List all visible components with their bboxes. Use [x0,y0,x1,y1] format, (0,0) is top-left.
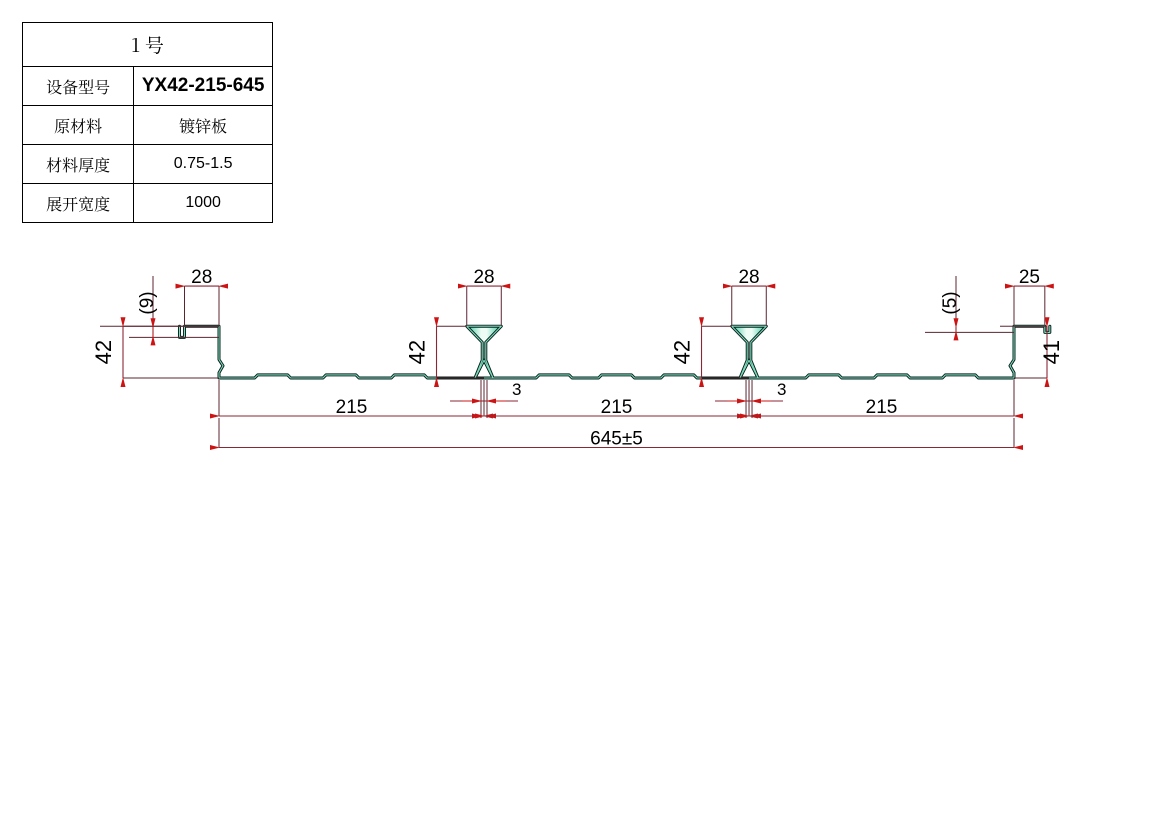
svg-text:28: 28 [191,267,212,288]
svg-text:3: 3 [777,380,786,399]
svg-text:645±5: 645±5 [590,429,643,450]
svg-text:28: 28 [738,267,759,288]
svg-text:(9): (9) [137,291,158,314]
svg-text:42: 42 [405,340,430,364]
svg-text:(5): (5) [940,291,961,314]
svg-text:215: 215 [866,397,898,418]
svg-text:41: 41 [1039,340,1064,364]
svg-text:3: 3 [512,380,521,399]
svg-text:215: 215 [336,397,368,418]
svg-text:42: 42 [91,340,116,364]
svg-text:25: 25 [1019,267,1040,288]
svg-text:42: 42 [670,340,695,364]
svg-text:215: 215 [601,397,633,418]
svg-text:28: 28 [473,267,494,288]
